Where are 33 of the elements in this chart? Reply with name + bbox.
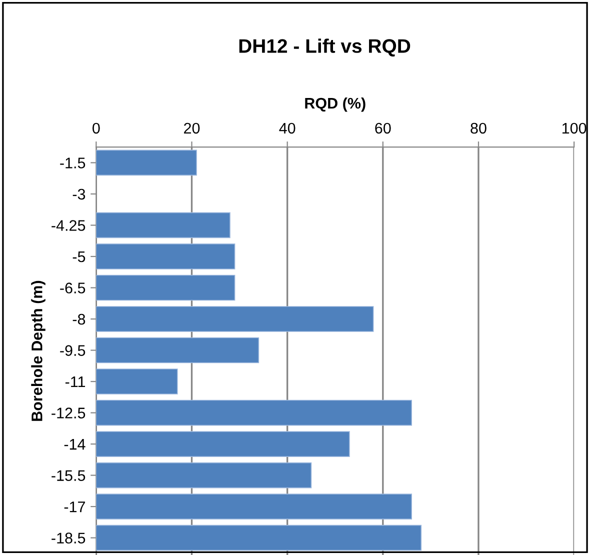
y-tick-label: -4.25	[52, 220, 86, 231]
y-tick-label: -1.5	[60, 158, 86, 168]
bar	[96, 462, 312, 488]
bar	[96, 212, 230, 238]
bar	[96, 337, 260, 364]
x-tick-label: 80	[470, 122, 486, 134]
y-axis-title: Borehole Depth (m)	[31, 280, 46, 421]
y-tick-label: -17	[64, 502, 85, 512]
bar	[96, 244, 236, 270]
bar	[96, 150, 197, 176]
y-tick-label: -12.5	[52, 408, 86, 418]
y-tick-label: -15.5	[52, 470, 86, 481]
bar	[96, 524, 422, 551]
chart-title: DH12 - Lift vs RQD	[239, 38, 410, 57]
y-tick-label: -5	[72, 252, 86, 262]
bar	[96, 400, 412, 426]
bar	[96, 368, 178, 394]
bar	[96, 306, 374, 332]
bar	[96, 274, 236, 301]
y-tick-label: -18.5	[52, 532, 86, 544]
x-tick-label: 20	[184, 122, 200, 134]
y-tick-label: -9.5	[60, 345, 86, 356]
bar	[96, 494, 412, 520]
x-axis-title: RQD (%)	[305, 97, 366, 112]
y-tick-label: -6.5	[60, 282, 86, 294]
x-tick-label: 0	[92, 122, 100, 134]
x-tick-label: 60	[375, 122, 391, 134]
y-tick-label: -14	[64, 439, 86, 450]
y-tick-label: -3	[72, 188, 86, 200]
bar	[96, 431, 350, 457]
y-tick-label: -11	[65, 376, 86, 388]
y-tick-label: -8	[72, 314, 86, 325]
x-tick-label: 40	[279, 122, 296, 134]
